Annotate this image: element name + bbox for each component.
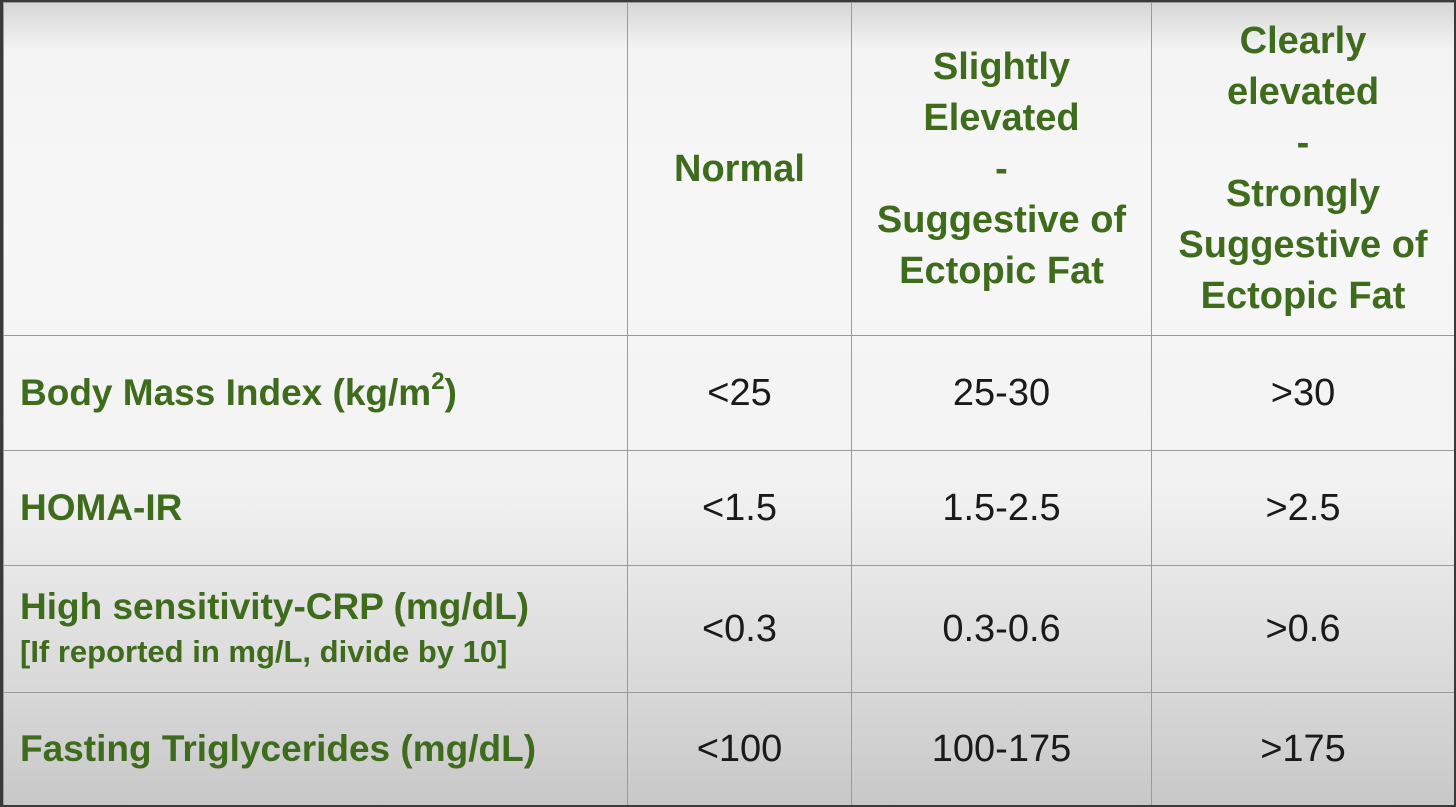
table-header-row: Normal Slightly Elevated - Suggestive of…	[3, 2, 1454, 336]
row-label-triglycerides: Fasting Triglycerides (mg/dL)	[3, 692, 628, 805]
ectopic-fat-table: Normal Slightly Elevated - Suggestive of…	[3, 2, 1454, 805]
cell-crp-normal: <0.3	[627, 565, 852, 693]
cell-homa-slightly: 1.5-2.5	[851, 450, 1152, 566]
cell-bmi-clearly: >30	[1151, 335, 1454, 451]
cell-crp-slightly: 0.3-0.6	[851, 565, 1152, 693]
header-empty-cell	[3, 2, 628, 336]
header-clearly-elevated: Clearly elevated - Strongly Suggestive o…	[1151, 2, 1454, 336]
row-sublabel-hs-crp: [If reported in mg/L, divide by 10]	[20, 634, 508, 669]
row-label-bmi: Body Mass Index (kg/m2)	[3, 335, 628, 451]
row-label-homa-ir: HOMA-IR	[3, 450, 628, 566]
cell-bmi-normal: <25	[627, 335, 852, 451]
cell-homa-clearly: >2.5	[1151, 450, 1454, 566]
cell-bmi-slightly: 25-30	[851, 335, 1152, 451]
cell-tg-normal: <100	[627, 692, 852, 805]
cell-tg-slightly: 100-175	[851, 692, 1152, 805]
header-slightly-elevated: Slightly Elevated - Suggestive of Ectopi…	[851, 2, 1152, 336]
table-row-homa-ir: HOMA-IR <1.5 1.5-2.5 >2.5	[3, 450, 1454, 566]
markers-table: Normal Slightly Elevated - Suggestive of…	[3, 2, 1454, 805]
cell-crp-clearly: >0.6	[1151, 565, 1454, 693]
cell-tg-clearly: >175	[1151, 692, 1454, 805]
table-row-bmi: Body Mass Index (kg/m2) <25 25-30 >30	[3, 335, 1454, 451]
table-row-triglycerides: Fasting Triglycerides (mg/dL) <100 100-1…	[3, 692, 1454, 805]
cell-homa-normal: <1.5	[627, 450, 852, 566]
row-label-hs-crp: High sensitivity-CRP (mg/dL) [If reporte…	[3, 565, 628, 693]
header-normal: Normal	[627, 2, 852, 336]
table-row-hs-crp: High sensitivity-CRP (mg/dL) [If reporte…	[3, 565, 1454, 693]
